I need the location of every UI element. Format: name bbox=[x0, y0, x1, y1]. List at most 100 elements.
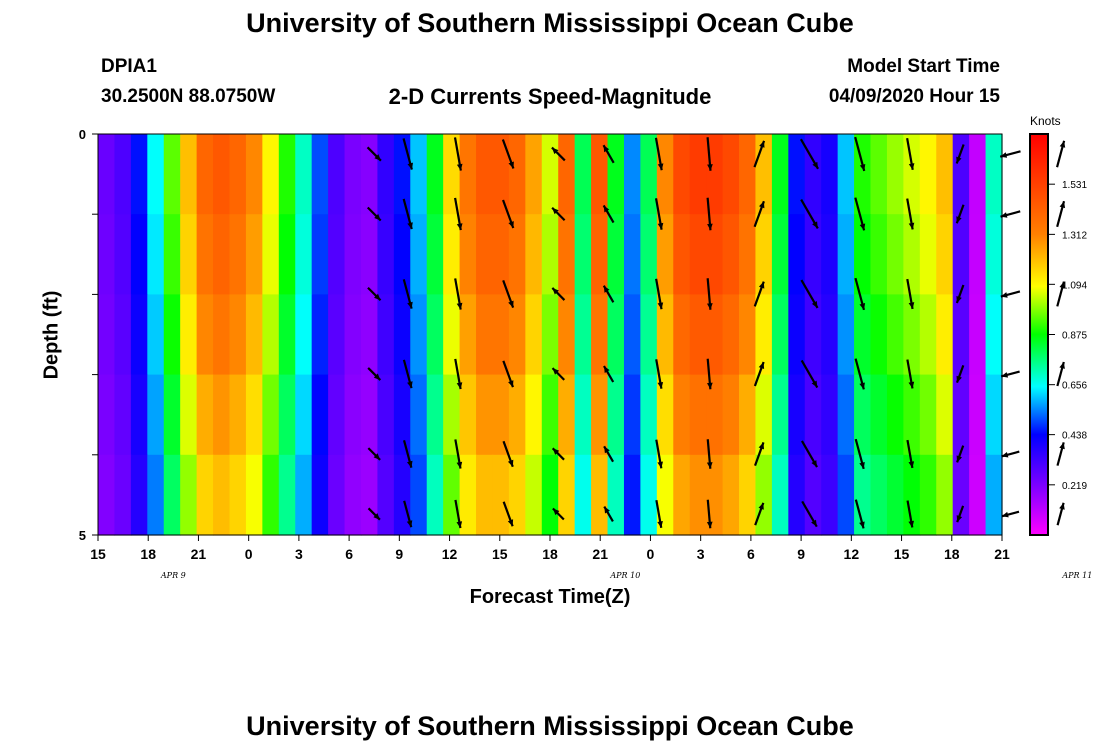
heatmap-cell bbox=[508, 214, 526, 295]
heatmap-cell bbox=[821, 294, 839, 376]
heatmap-cell bbox=[969, 214, 987, 295]
heatmap-cell bbox=[788, 454, 806, 536]
vector-arrowhead bbox=[1059, 362, 1065, 369]
page-title: University of Southern Mississippi Ocean… bbox=[246, 8, 854, 38]
heatmap-cell bbox=[919, 454, 937, 536]
heatmap-cell bbox=[886, 214, 904, 295]
heatmap-cell bbox=[147, 454, 165, 536]
vector-arrowhead bbox=[908, 381, 915, 389]
footer-title: University of Southern Mississippi Ocean… bbox=[246, 711, 854, 741]
heatmap-cell bbox=[377, 134, 395, 215]
heatmap-cell bbox=[574, 134, 592, 215]
heatmap-cell bbox=[508, 134, 526, 215]
vector-arrowhead bbox=[908, 163, 915, 170]
heatmap-cell bbox=[771, 294, 789, 376]
heatmap-cell bbox=[640, 454, 658, 536]
heatmap-cell bbox=[476, 134, 494, 215]
vector-arrowhead bbox=[456, 163, 463, 171]
heatmap-cell bbox=[788, 374, 806, 456]
model-start-value: 04/09/2020 Hour 15 bbox=[828, 86, 1000, 107]
heatmap-cell bbox=[936, 214, 954, 295]
heatmap-cell bbox=[377, 294, 395, 376]
heatmap-cell bbox=[771, 134, 789, 215]
heatmap-cell bbox=[476, 374, 494, 456]
heatmap-cell bbox=[673, 214, 691, 295]
heatmap-cell bbox=[245, 454, 263, 536]
heatmap-cell bbox=[130, 294, 148, 376]
vector-arrowhead bbox=[603, 205, 610, 213]
heatmap-cell bbox=[344, 214, 362, 295]
heatmap-cell bbox=[328, 214, 346, 295]
heatmap-cell bbox=[328, 294, 346, 376]
vector-arrowhead bbox=[758, 362, 765, 369]
vector-arrowhead bbox=[956, 216, 962, 224]
vector-arrowhead bbox=[407, 460, 413, 468]
heatmap-cell bbox=[623, 214, 641, 295]
heatmap-cell bbox=[508, 374, 526, 456]
vector-arrowhead bbox=[507, 459, 514, 467]
heatmap-cell bbox=[410, 134, 428, 215]
x-tick-label: 12 bbox=[844, 546, 860, 562]
heatmap-cell bbox=[262, 214, 280, 295]
vector-arrowhead bbox=[956, 515, 963, 523]
heatmap-cell bbox=[393, 214, 411, 295]
heatmap-cell bbox=[903, 134, 921, 215]
vector-arrowhead bbox=[908, 461, 915, 468]
vector-arrowhead bbox=[407, 381, 413, 389]
vector-arrowhead bbox=[552, 448, 560, 455]
heatmap-cell bbox=[706, 294, 724, 376]
heatmap-cell bbox=[755, 454, 773, 536]
heatmap-cell bbox=[969, 374, 987, 456]
heatmap-cell bbox=[870, 214, 888, 295]
heatmap-cell bbox=[936, 134, 954, 215]
heatmap-cell bbox=[689, 214, 707, 295]
heatmap-cell bbox=[114, 454, 132, 536]
colorbar-tick-label: 0.438 bbox=[1062, 431, 1087, 442]
vector-arrowhead bbox=[812, 161, 819, 169]
vector-arrowhead bbox=[373, 373, 381, 381]
heatmap-cell bbox=[476, 294, 494, 376]
vector-arrowhead bbox=[758, 442, 764, 450]
vector-arrowhead bbox=[859, 223, 866, 231]
heatmap-cell bbox=[459, 214, 477, 295]
heatmap-cell bbox=[492, 374, 510, 456]
heatmap-cell bbox=[525, 294, 543, 376]
vector-arrowhead bbox=[508, 161, 514, 169]
heatmap-cell bbox=[837, 454, 855, 536]
heatmap-cell bbox=[574, 374, 592, 456]
vector-arrowhead bbox=[657, 382, 664, 389]
heatmap-cell bbox=[771, 374, 789, 456]
heatmap-cell bbox=[459, 374, 477, 456]
heatmap-cell bbox=[196, 454, 214, 536]
heatmap-cell bbox=[525, 214, 543, 295]
heatmap-cell bbox=[476, 454, 494, 536]
vector-arrowhead bbox=[811, 460, 817, 468]
x-tick-label: 6 bbox=[345, 546, 353, 562]
x-axis-label: Forecast Time(Z) bbox=[469, 586, 631, 608]
heatmap-cell bbox=[360, 374, 379, 456]
heatmap-cell bbox=[558, 294, 576, 376]
heatmap-cell bbox=[180, 214, 198, 295]
vector-arrowhead bbox=[1059, 281, 1065, 289]
heatmap-cell bbox=[295, 374, 313, 456]
heatmap-cell bbox=[656, 214, 674, 295]
heatmap-cell bbox=[213, 374, 231, 456]
heatmap-cell bbox=[607, 374, 625, 456]
heatmap-cell bbox=[574, 454, 592, 536]
vector-arrowhead bbox=[507, 519, 514, 527]
vector-arrowhead bbox=[811, 519, 817, 527]
vector-arrowhead bbox=[956, 455, 962, 463]
heatmap-cell bbox=[574, 294, 592, 376]
x-tick-label: 15 bbox=[894, 546, 910, 562]
x-tick-label: 3 bbox=[697, 546, 705, 562]
vector-arrowhead bbox=[407, 222, 413, 230]
heatmap-cell bbox=[130, 214, 148, 295]
heatmap-cell bbox=[328, 134, 346, 215]
vector-arrowhead bbox=[759, 201, 765, 209]
heatmap-cell bbox=[952, 374, 970, 456]
heatmap-cell bbox=[278, 374, 296, 456]
vector-arrowhead bbox=[456, 521, 463, 529]
vector-arrowhead bbox=[812, 221, 818, 229]
heatmap-cell bbox=[985, 214, 1003, 295]
heatmap-cell bbox=[426, 214, 444, 295]
